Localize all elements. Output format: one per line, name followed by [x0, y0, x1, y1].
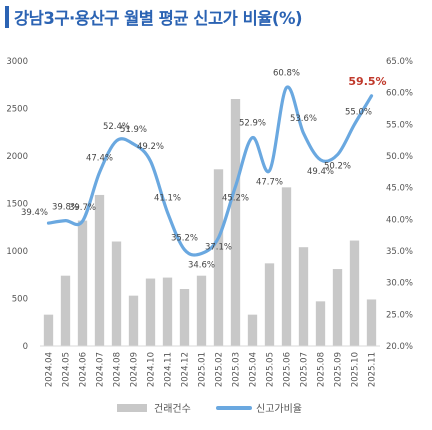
bar [366, 299, 377, 346]
x-axis-tick-label: 2025.05 [266, 352, 276, 387]
bar [315, 301, 326, 346]
bar [332, 269, 343, 346]
x-axis-tick-label: 2025.06 [283, 352, 293, 387]
left-axis-tick-label: 500 [12, 295, 28, 305]
line-data-label: 34.6% [188, 261, 215, 271]
line-data-label: 39.4% [21, 208, 48, 218]
x-axis-tick-label: 2024.10 [147, 352, 157, 387]
x-axis-tick-label: 2025.11 [368, 352, 378, 387]
left-axis-tick-label: 1500 [6, 200, 28, 210]
x-axis-tick-label: 2024.06 [79, 352, 89, 387]
legend-swatch-bars [117, 404, 147, 412]
line-data-label: 35.2% [171, 234, 198, 244]
left-axis-tick-label: 2500 [6, 105, 28, 115]
bar [162, 277, 173, 346]
x-axis-tick-label: 2025.01 [198, 352, 208, 387]
chart-title: 강남3구·용산구 월별 평균 신고가 비율(%) [14, 9, 303, 28]
bar [111, 241, 122, 346]
line-data-label: 51.9% [120, 125, 147, 135]
bar [179, 289, 190, 346]
bar [77, 220, 88, 346]
line-data-label: 49.2% [137, 142, 164, 152]
x-axis-tick-label: 2024.07 [96, 352, 106, 387]
line-data-label: 45.2% [222, 193, 249, 203]
x-axis-tick-label: 2025.04 [249, 352, 259, 387]
bar [128, 295, 139, 346]
right-axis-tick-label: 40.0% [386, 215, 413, 225]
left-axis-tick-label: 3000 [6, 57, 28, 67]
x-axis-tick-label: 2025.10 [351, 352, 361, 387]
line-data-label: 41.1% [154, 193, 181, 203]
line-data-label: 49.4% [307, 167, 334, 177]
x-axis-tick-label: 2024.09 [130, 352, 140, 387]
right-axis-tick-label: 55.0% [386, 120, 413, 130]
right-axis-tick-label: 60.0% [386, 89, 413, 99]
bar [145, 278, 156, 346]
x-axis-tick-label: 2024.11 [164, 352, 174, 387]
left-axis-tick-label: 2000 [6, 152, 28, 162]
line-data-label: 52.9% [239, 119, 266, 129]
x-axis-tick-label: 2025.07 [300, 352, 310, 387]
bar [230, 99, 241, 346]
x-axis-tick-label: 2025.09 [334, 352, 344, 387]
bar [196, 275, 207, 346]
x-axis-tick-label: 2025.02 [215, 352, 225, 387]
right-axis-tick-label: 45.0% [386, 184, 413, 194]
bar [94, 194, 105, 346]
x-axis-tick-label: 2024.05 [62, 352, 72, 387]
highlight-data-label: 59.5% [348, 75, 386, 88]
x-axis-tick-label: 2024.04 [45, 352, 55, 387]
right-axis-tick-label: 50.0% [386, 152, 413, 162]
line-data-label: 39.7% [69, 203, 96, 213]
bar [349, 240, 360, 346]
right-axis-tick-label: 30.0% [386, 279, 413, 289]
right-axis-tick-label: 20.0% [386, 342, 413, 352]
line-data-label: 37.1% [205, 243, 232, 253]
left-axis-tick-label: 0 [23, 342, 28, 352]
line-data-label: 60.8% [273, 69, 300, 79]
line-data-label: 53.6% [290, 114, 317, 124]
right-axis-tick-label: 25.0% [386, 310, 413, 320]
line-data-label: 47.4% [86, 153, 113, 163]
bar [43, 314, 54, 346]
right-axis-tick-label: 65.0% [386, 57, 413, 67]
bar [264, 263, 275, 346]
line-data-label: 39.8% [52, 203, 79, 213]
bar [247, 314, 258, 346]
x-axis-tick-label: 2024.08 [113, 352, 123, 387]
legend-label-bars: 건래건수 [154, 403, 191, 415]
bar [281, 187, 292, 346]
right-axis-tick-label: 35.0% [386, 247, 413, 257]
line-data-label: 52.4% [103, 122, 130, 132]
series-line-ratio [46, 85, 374, 257]
bar [213, 169, 224, 346]
x-axis-tick-label: 2025.08 [317, 352, 327, 387]
line-data-label: 55.0% [345, 107, 372, 117]
line-data-label: 50.2% [324, 162, 351, 172]
x-axis-tick-label: 2024.12 [181, 352, 191, 387]
bar [60, 275, 71, 346]
legend-label-line: 신고가비율 [256, 403, 302, 415]
left-axis-tick-label: 1000 [6, 247, 28, 257]
title-accent-bar [5, 6, 9, 28]
bar [298, 247, 309, 346]
line-data-label: 47.7% [256, 178, 283, 188]
x-axis-tick-label: 2025.03 [232, 352, 242, 387]
